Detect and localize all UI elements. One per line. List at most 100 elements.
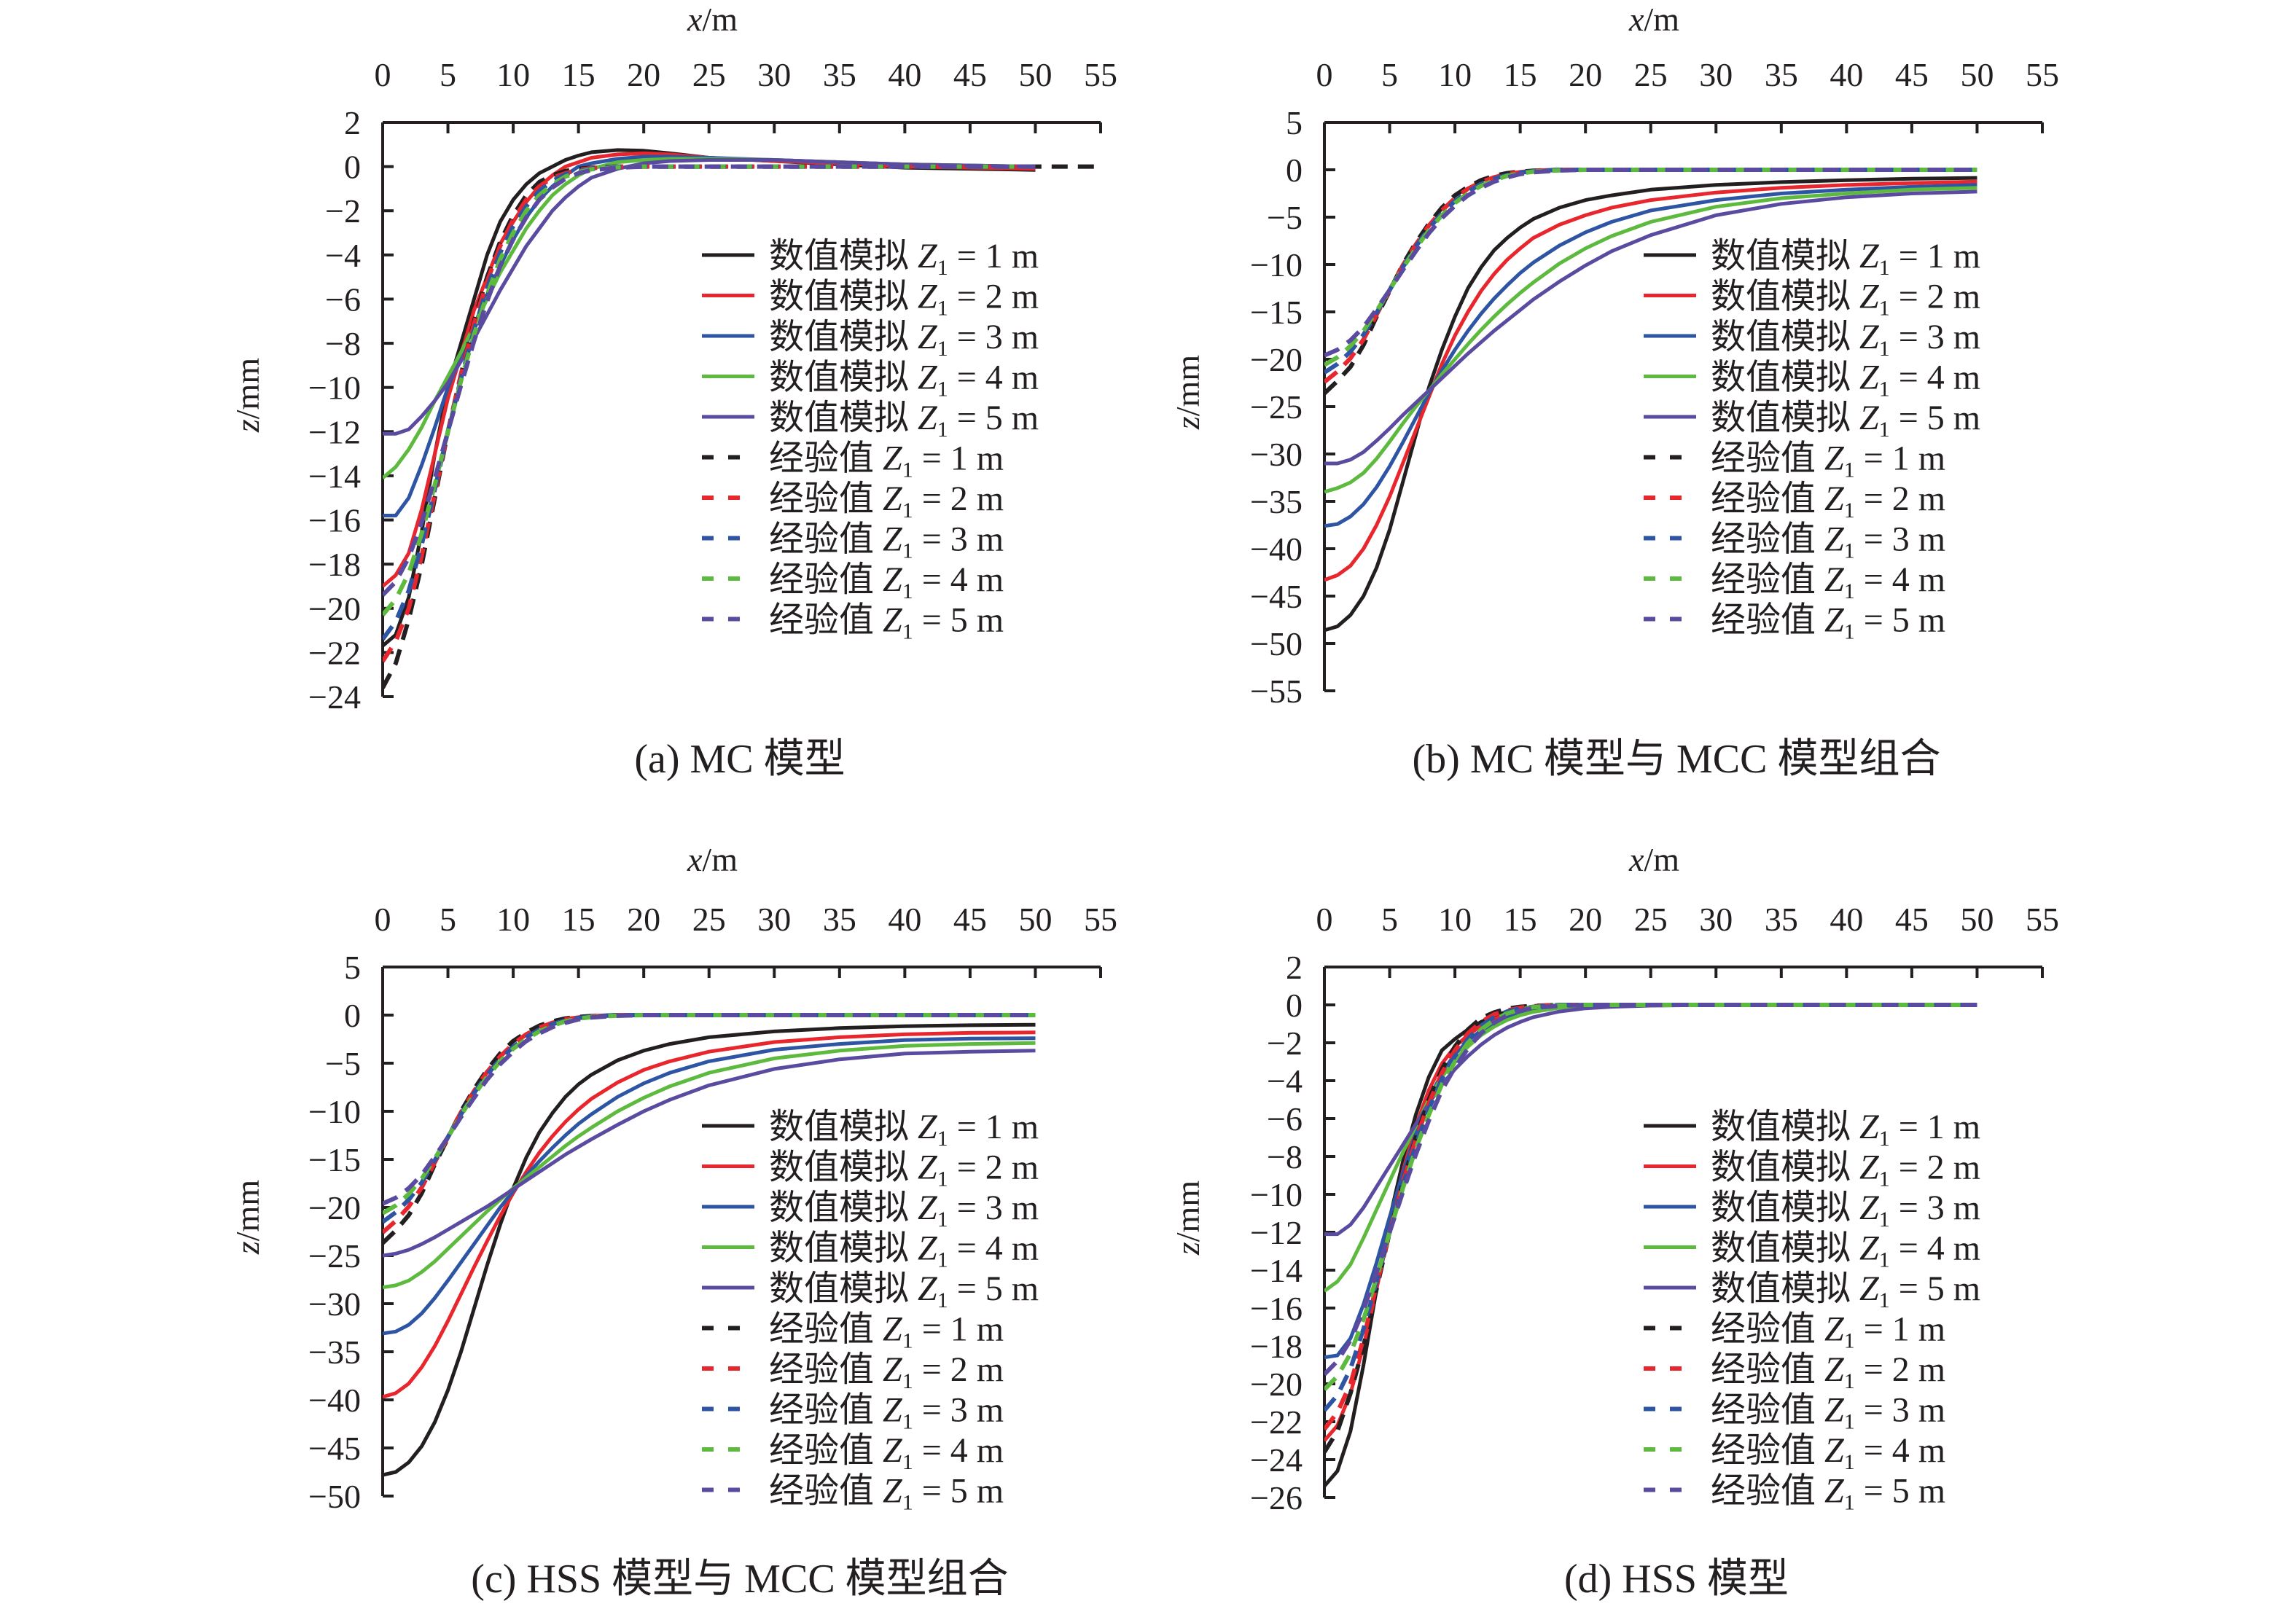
- numerical-series-z1-5m: [383, 158, 1036, 436]
- legend-prefix: 经验值: [769, 479, 883, 518]
- legend-sub: 1: [1879, 418, 1890, 442]
- legend-sub: 1: [937, 1127, 948, 1151]
- y-tick-label: −35: [308, 1334, 361, 1371]
- legend-sub: 1: [1844, 1450, 1855, 1474]
- x-tick-label: 0: [375, 901, 391, 938]
- y-tick-label: −6: [1267, 1100, 1303, 1138]
- y-tick-label: −5: [1267, 199, 1303, 236]
- y-tick-label: −2: [325, 192, 361, 230]
- legend-label: 数值模拟 Z1 = 5 m: [1711, 1269, 1980, 1312]
- x-tick-label: 30: [1699, 56, 1733, 93]
- x-tick-label: 15: [562, 901, 596, 938]
- legend-prefix: 经验值: [1711, 479, 1824, 518]
- legend-var: Z: [918, 278, 938, 316]
- legend-prefix: 经验值: [1711, 1391, 1824, 1430]
- legend-label: 经验值 Z1 = 5 m: [1711, 1472, 1945, 1515]
- legend-label: 数值模拟 Z1 = 2 m: [1711, 1148, 1980, 1191]
- legend-value: = 4 m: [913, 560, 1004, 599]
- legend-prefix: 数值模拟: [769, 1269, 918, 1308]
- legend-label: 经验值 Z1 = 3 m: [769, 1391, 1004, 1434]
- legend-prefix: 数值模拟: [769, 318, 918, 356]
- legend-prefix: 数值模拟: [769, 278, 918, 316]
- legend-value: = 2 m: [1855, 1350, 1945, 1389]
- x-tick-label: 10: [1438, 56, 1472, 93]
- legend-prefix: 数值模拟: [1711, 399, 1859, 437]
- y-tick-label: −45: [308, 1430, 361, 1467]
- legend-label: 数值模拟 Z1 = 2 m: [1711, 278, 1980, 321]
- legend-sub: 1: [1879, 377, 1890, 402]
- legend-prefix: 经验值: [769, 1391, 883, 1430]
- x-tick-label: 35: [1765, 901, 1798, 938]
- y-tick-label: −26: [1250, 1479, 1303, 1516]
- legend-prefix: 数值模拟: [1711, 1108, 1859, 1146]
- legend-prefix: 数值模拟: [1711, 318, 1859, 356]
- legend-sub: 1: [1844, 1491, 1855, 1515]
- legend-prefix: 经验值: [1711, 1350, 1824, 1389]
- legend-prefix: 数值模拟: [769, 399, 918, 437]
- y-tick-label: −12: [1250, 1214, 1303, 1251]
- legend-sub: 1: [902, 579, 913, 603]
- y-tick-label: 0: [1286, 987, 1303, 1024]
- legend-sub: 1: [902, 539, 913, 563]
- y-tick-label: 0: [1286, 152, 1303, 189]
- legend-label: 经验值 Z1 = 4 m: [1711, 1431, 1945, 1474]
- y-tick-label: −25: [1250, 388, 1303, 426]
- legend-value: = 2 m: [948, 278, 1039, 316]
- y-tick-label: −24: [1250, 1441, 1303, 1479]
- numerical-series-z1-3m: [1324, 183, 1977, 528]
- legend-value: = 5 m: [948, 1269, 1039, 1308]
- legend-value: = 3 m: [1855, 1391, 1945, 1430]
- y-axis-unit: /mm: [1169, 355, 1206, 417]
- y-tick-label: −4: [325, 237, 361, 274]
- x-tick-label: 50: [1960, 901, 1994, 938]
- legend-label: 数值模拟 Z1 = 3 m: [1711, 318, 1980, 361]
- legend-prefix: 经验值: [769, 1431, 883, 1470]
- legend-prefix: 数值模拟: [1711, 359, 1859, 397]
- legend-var: Z: [1824, 1350, 1845, 1389]
- legend-var: Z: [1824, 1472, 1845, 1511]
- legend-var: Z: [1859, 1269, 1880, 1308]
- y-tick-label: −50: [308, 1478, 361, 1515]
- numerical-series-z1-1m: [1324, 176, 1977, 633]
- x-tick-label: 5: [440, 56, 456, 93]
- legend-value: = 2 m: [913, 479, 1004, 518]
- legend-var: Z: [883, 1472, 903, 1511]
- x-axis-title: x/m: [687, 841, 738, 878]
- legend-sub: 1: [1879, 297, 1890, 321]
- legend-var: Z: [1824, 1391, 1845, 1430]
- y-tick-label: −20: [1250, 1366, 1303, 1403]
- legend-value: = 4 m: [1890, 359, 1980, 397]
- legend-value: = 4 m: [1855, 560, 1945, 599]
- legend-var: Z: [918, 1108, 938, 1146]
- legend-value: = 3 m: [1890, 1189, 1980, 1227]
- legend-var: Z: [883, 1431, 903, 1470]
- legend-sub: 1: [937, 256, 948, 280]
- x-tick-label: 10: [496, 901, 530, 938]
- legend-sub: 1: [902, 458, 913, 482]
- legend-label: 数值模拟 Z1 = 5 m: [769, 399, 1039, 442]
- x-axis-title: x/m: [687, 1, 738, 38]
- legend-sub: 1: [1844, 620, 1855, 644]
- legend-sub: 1: [937, 1207, 948, 1232]
- y-tick-label: −40: [1250, 531, 1303, 568]
- legend-prefix: 数值模拟: [1711, 1229, 1859, 1268]
- y-axis-var: z: [1169, 416, 1206, 430]
- legend-prefix: 数值模拟: [769, 1229, 918, 1268]
- y-tick-label: −14: [1250, 1252, 1303, 1289]
- y-tick-label: −8: [325, 325, 361, 362]
- legend-label: 数值模拟 Z1 = 1 m: [1711, 237, 1980, 280]
- legend-label: 数值模拟 Z1 = 2 m: [769, 1148, 1039, 1191]
- legend-var: Z: [1824, 601, 1845, 640]
- legend-var: Z: [883, 560, 903, 599]
- legend-prefix: 经验值: [1711, 1310, 1824, 1349]
- y-axis-unit: /mm: [1169, 1181, 1206, 1242]
- x-axis-unit: /m: [702, 841, 738, 878]
- y-tick-label: −10: [1250, 1176, 1303, 1213]
- x-tick-label: 50: [1018, 901, 1052, 938]
- legend-prefix: 数值模拟: [1711, 1148, 1859, 1187]
- y-tick-label: −22: [1250, 1404, 1303, 1441]
- x-tick-label: 20: [1569, 901, 1602, 938]
- legend-value: = 4 m: [913, 1431, 1004, 1470]
- legend-var: Z: [883, 1350, 903, 1389]
